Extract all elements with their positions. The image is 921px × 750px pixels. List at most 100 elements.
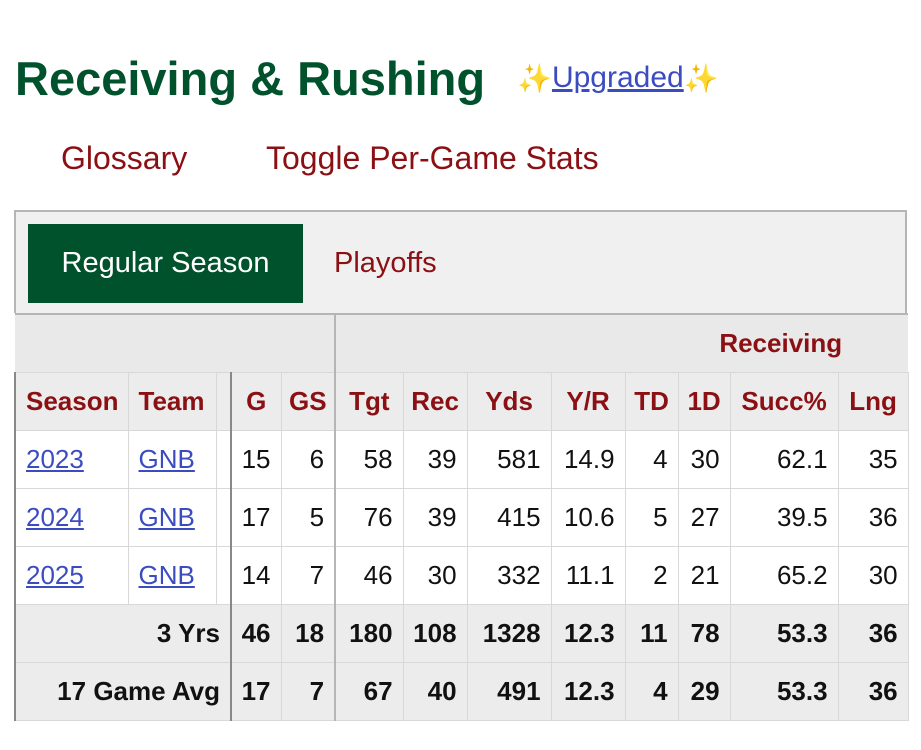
stats-table: Receiving Season Team G GS Tgt Rec Yds Y… [14, 313, 909, 721]
season-link[interactable]: 2025 [26, 559, 84, 590]
td-cell: 5 [624, 487, 679, 547]
rec-cell: 40 [402, 661, 468, 721]
1d-cell: 21 [677, 545, 731, 605]
season-link[interactable]: 2024 [26, 501, 84, 532]
page-header: Receiving & Rushing ✨ Upgraded ✨ [15, 48, 719, 108]
tgt-cell: 76 [334, 487, 404, 547]
yds-cell: 415 [466, 487, 552, 547]
rec-cell: 108 [402, 603, 468, 663]
col-1d[interactable]: 1D [677, 371, 731, 431]
table-row: 2023 GNB 15 6 58 39 581 14.9 4 30 62.1 3… [14, 429, 909, 489]
yr-cell: 11.1 [550, 545, 626, 605]
gs-cell: 6 [280, 429, 336, 489]
1d-cell: 30 [677, 429, 731, 489]
spacer-cell [215, 545, 232, 605]
tab-regular-season[interactable]: Regular Season [28, 224, 303, 303]
tgt-cell: 58 [334, 429, 404, 489]
yr-cell: 12.3 [550, 603, 626, 663]
toggle-per-game-link[interactable]: Toggle Per-Game Stats [266, 140, 599, 176]
g-cell: 15 [230, 429, 282, 489]
season-cell: 2025 [14, 545, 129, 605]
sparkle-icon: ✨ [517, 62, 552, 94]
col-tgt[interactable]: Tgt [334, 371, 404, 431]
1d-cell: 78 [677, 603, 731, 663]
team-link[interactable]: GNB [138, 501, 195, 532]
totals-row: 3 Yrs 46 18 180 108 1328 12.3 11 78 53.3… [14, 603, 909, 663]
col-rec[interactable]: Rec [402, 371, 468, 431]
succ-cell: 62.1 [729, 429, 839, 489]
team-cell: GNB [127, 545, 217, 605]
team-link[interactable]: GNB [138, 443, 195, 474]
receiving-group-label: Receiving [335, 313, 909, 372]
td-cell: 2 [624, 545, 679, 605]
lng-cell: 36 [837, 661, 909, 721]
spacer-cell [215, 429, 232, 489]
rec-cell: 39 [402, 429, 468, 489]
col-gs[interactable]: GS [280, 371, 336, 431]
season-tabs: Regular Season Playoffs [14, 210, 907, 313]
succ-cell: 65.2 [729, 545, 839, 605]
rec-cell: 30 [402, 545, 468, 605]
col-lng[interactable]: Lng [837, 371, 909, 431]
col-g[interactable]: G [230, 371, 282, 431]
table-row: 2025 GNB 14 7 46 30 332 11.1 2 21 65.2 3… [14, 545, 909, 605]
gs-cell: 7 [280, 661, 336, 721]
td-cell: 4 [624, 429, 679, 489]
totals-label: 3 Yrs [14, 603, 232, 663]
g-cell: 14 [230, 545, 282, 605]
col-succ[interactable]: Succ% [729, 371, 839, 431]
team-link[interactable]: GNB [138, 559, 195, 590]
yds-cell: 491 [466, 661, 552, 721]
td-cell: 4 [624, 661, 679, 721]
col-team[interactable]: Team [127, 371, 217, 431]
team-cell: GNB [127, 487, 217, 547]
table-row: 2024 GNB 17 5 76 39 415 10.6 5 27 39.5 3… [14, 487, 909, 547]
page-title: Receiving & Rushing [15, 51, 486, 105]
sparkle-icon: ✨ [683, 62, 719, 94]
spacer-cell [215, 487, 232, 547]
table-group-header: Receiving [15, 313, 909, 372]
1d-cell: 29 [677, 661, 731, 721]
season-cell: 2023 [14, 429, 129, 489]
col-td[interactable]: TD [624, 371, 679, 431]
tgt-cell: 67 [334, 661, 404, 721]
team-cell: GNB [127, 429, 217, 489]
rec-cell: 39 [402, 487, 468, 547]
col-spacer [215, 371, 232, 431]
season-link[interactable]: 2023 [26, 443, 84, 474]
col-yr[interactable]: Y/R [550, 371, 626, 431]
gs-cell: 5 [280, 487, 336, 547]
yds-cell: 581 [466, 429, 552, 489]
lng-cell: 36 [837, 603, 909, 663]
totals-label: 17 Game Avg [14, 661, 232, 721]
tab-playoffs[interactable]: Playoffs [334, 247, 437, 279]
yds-cell: 1328 [466, 603, 552, 663]
yr-cell: 12.3 [550, 661, 626, 721]
lng-cell: 36 [837, 487, 909, 547]
g-cell: 46 [230, 603, 282, 663]
tgt-cell: 46 [334, 545, 404, 605]
g-cell: 17 [230, 661, 282, 721]
g-cell: 17 [230, 487, 282, 547]
col-yds[interactable]: Yds [466, 371, 552, 431]
1d-cell: 27 [677, 487, 731, 547]
succ-cell: 53.3 [729, 603, 839, 663]
succ-cell: 39.5 [729, 487, 839, 547]
totals-row: 17 Game Avg 17 7 67 40 491 12.3 4 29 53.… [14, 661, 909, 721]
tgt-cell: 180 [334, 603, 404, 663]
lng-cell: 30 [837, 545, 909, 605]
glossary-link[interactable]: Glossary [61, 140, 188, 176]
yr-cell: 10.6 [550, 487, 626, 547]
upgraded-link[interactable]: Upgraded [551, 61, 684, 94]
yds-cell: 332 [466, 545, 552, 605]
group-header-blank [15, 313, 337, 372]
gs-cell: 18 [280, 603, 336, 663]
lng-cell: 35 [837, 429, 909, 489]
td-cell: 11 [624, 603, 679, 663]
upgraded-badge: ✨ Upgraded ✨ [517, 61, 719, 95]
col-season[interactable]: Season [14, 371, 129, 431]
column-header-row: Season Team G GS Tgt Rec Yds Y/R TD 1D S… [14, 371, 909, 431]
yr-cell: 14.9 [550, 429, 626, 489]
season-cell: 2024 [14, 487, 129, 547]
gs-cell: 7 [280, 545, 336, 605]
